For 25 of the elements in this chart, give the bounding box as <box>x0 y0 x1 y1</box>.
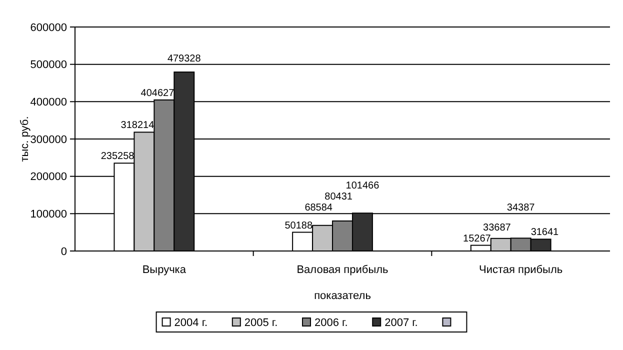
data-label: 33687 <box>483 222 512 234</box>
data-label: 31641 <box>530 227 560 238</box>
y-tick-label: 500000 <box>30 59 67 72</box>
x-tick-label: Выручка <box>142 264 187 276</box>
y-tick-label: 200000 <box>30 171 67 184</box>
data-label: 50188 <box>284 220 313 232</box>
data-label: 101466 <box>346 180 380 192</box>
legend-label: 2007 г. <box>384 316 418 329</box>
x-tick-label: Чистая прибыль <box>479 264 563 276</box>
data-label: 15267 <box>463 233 492 244</box>
legend-label: 2004 г. <box>174 316 208 329</box>
x-tick-label: Валовая прибыль <box>296 264 389 276</box>
y-tick-label: 100000 <box>30 208 67 221</box>
legend-label: 2006 г. <box>314 316 348 329</box>
data-label: 68584 <box>304 202 333 214</box>
data-label: 34387 <box>506 202 536 214</box>
y-axis-title: тыс. руб. <box>19 116 31 162</box>
y-tick-label: 300000 <box>30 134 67 146</box>
y-tick-label: 400000 <box>30 96 67 109</box>
data-label: 80431 <box>324 192 353 203</box>
y-tick-label: 600000 <box>30 22 67 34</box>
data-label: 479328 <box>167 53 202 64</box>
y-tick-label: 0 <box>60 246 67 258</box>
x-axis-title: показатель <box>314 290 372 302</box>
legend-label: 2005 г. <box>244 316 278 329</box>
